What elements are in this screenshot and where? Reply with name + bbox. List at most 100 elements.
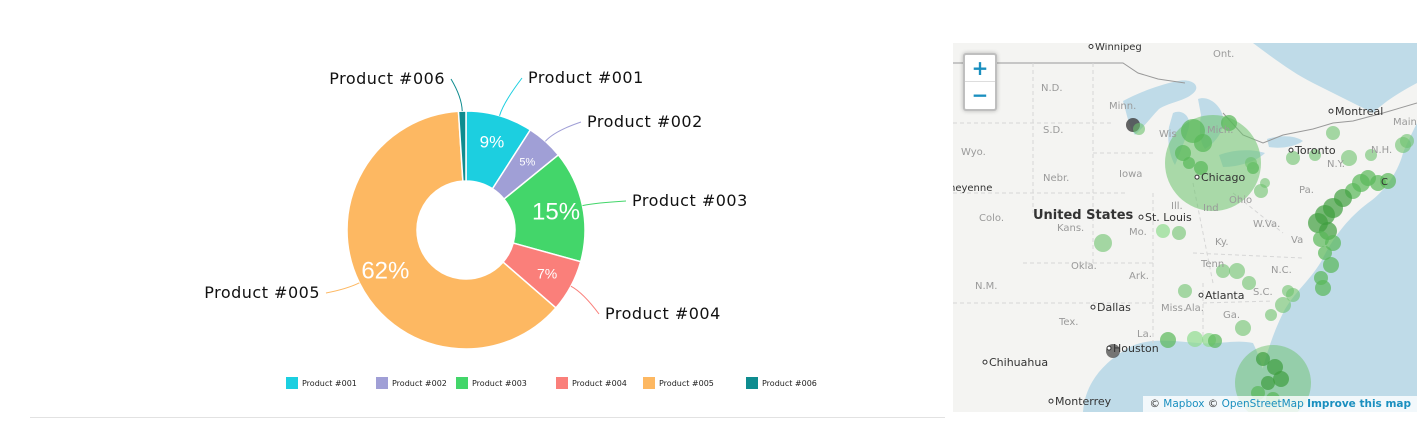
zoom-in-button[interactable]: + xyxy=(971,56,989,80)
map-place-label: Mich. xyxy=(1207,125,1233,136)
map-data-circle[interactable] xyxy=(1267,359,1283,375)
map-data-circle[interactable] xyxy=(1400,134,1414,148)
legend-swatch xyxy=(643,377,655,389)
openstreetmap-link[interactable]: OpenStreetMap xyxy=(1221,398,1304,410)
city-dot-icon xyxy=(1194,174,1200,180)
map-data-circle[interactable] xyxy=(1265,309,1277,321)
map-data-circle[interactable] xyxy=(1380,173,1396,189)
slice-percent-label: 9% xyxy=(480,133,505,152)
map-data-circle[interactable] xyxy=(1326,126,1340,140)
map-place-label: N.C. xyxy=(1271,265,1292,276)
donut-slice-5[interactable] xyxy=(346,110,557,350)
map-place-label: N.H. xyxy=(1371,145,1392,156)
map-canvas[interactable]: Winnipeg Ont. N.D. Minn. S.D. Wyo. Nebr. Iowa he… xyxy=(953,43,1417,412)
map-data-circle[interactable] xyxy=(1282,285,1294,297)
map-place-label: La. xyxy=(1137,329,1152,340)
map-place-label: Ont. xyxy=(1213,49,1234,60)
legend-item[interactable]: Product #005 xyxy=(643,376,714,390)
map-data-circle[interactable] xyxy=(1261,376,1275,390)
map-data-circle[interactable] xyxy=(1156,224,1170,238)
legend-swatch xyxy=(556,377,568,389)
city-dot-icon xyxy=(1090,304,1096,310)
map-data-circle[interactable] xyxy=(1172,226,1186,240)
map-place-label: N.D. xyxy=(1041,83,1063,94)
city-dot-icon xyxy=(1198,292,1204,298)
map-place-label: Chicago xyxy=(1201,171,1245,184)
map-data-circle[interactable] xyxy=(1273,371,1289,387)
map-data-circle[interactable] xyxy=(1365,149,1377,161)
donut-slice-6[interactable] xyxy=(457,110,467,182)
map-place-label: Houston xyxy=(1113,342,1159,355)
legend-swatch xyxy=(456,377,468,389)
legend-swatch xyxy=(376,377,388,389)
map-data-circle[interactable] xyxy=(1216,264,1230,278)
map-data-circle[interactable] xyxy=(1318,246,1332,260)
city-dot-icon xyxy=(1048,398,1054,404)
map-place-label: Wis xyxy=(1159,129,1177,140)
legend-item[interactable]: Product #002 xyxy=(376,376,447,390)
map-data-circle[interactable] xyxy=(1256,352,1270,366)
slice-category-label: Product #003 xyxy=(632,191,748,210)
slice-category-label: Product #002 xyxy=(587,112,703,131)
legend-item[interactable]: Product #001 xyxy=(286,376,357,390)
map-data-circle[interactable] xyxy=(1160,332,1176,348)
map-place-label: Montreal xyxy=(1335,105,1383,118)
map-data-circle[interactable] xyxy=(1325,235,1341,251)
legend-label: Product #001 xyxy=(302,378,357,388)
map-place-label: Ark. xyxy=(1129,271,1149,282)
map-data-circle[interactable] xyxy=(1194,134,1212,152)
city-dot-icon xyxy=(1088,44,1094,49)
map-data-circle[interactable] xyxy=(1242,276,1256,290)
map-place-label: Atlanta xyxy=(1205,289,1244,302)
map-place-label: Iowa xyxy=(1119,169,1142,180)
map-data-circle[interactable] xyxy=(1323,257,1339,273)
map-data-circle[interactable] xyxy=(1315,280,1331,296)
attribution-copyright-1: © xyxy=(1149,398,1160,410)
map-data-circle[interactable] xyxy=(1133,123,1145,135)
map-data-circle[interactable] xyxy=(1187,331,1203,347)
legend-item[interactable]: Product #003 xyxy=(456,376,527,390)
legend-item[interactable]: Product #004 xyxy=(556,376,627,390)
map-data-circle[interactable] xyxy=(1309,149,1321,161)
mapbox-link[interactable]: Mapbox xyxy=(1163,398,1205,410)
slice-percent-label: 62% xyxy=(361,257,409,284)
map-data-circle[interactable] xyxy=(1286,151,1300,165)
map-panel[interactable]: Winnipeg Ont. N.D. Minn. S.D. Wyo. Nebr. Iowa he… xyxy=(953,43,1417,412)
slice-leader-line xyxy=(582,200,627,207)
map-place-label: Miss. xyxy=(1161,303,1186,314)
map-place-label: Tenn xyxy=(1200,259,1224,270)
map-data-circle[interactable] xyxy=(1229,263,1245,279)
map-place-label: Ind xyxy=(1203,203,1219,214)
map-data-circle[interactable] xyxy=(1254,184,1268,198)
map-data-circle[interactable] xyxy=(1178,284,1192,298)
hudson-bay-water xyxy=(1253,43,1417,113)
map-data-circle[interactable] xyxy=(1208,334,1222,348)
map-data-circle[interactable] xyxy=(1245,157,1257,169)
slice-category-label: Product #005 xyxy=(204,283,320,302)
map-data-circle[interactable] xyxy=(1235,320,1251,336)
map-data-circle[interactable] xyxy=(1183,157,1195,169)
map-place-label: Ala. xyxy=(1185,303,1204,314)
improve-map-link[interactable]: Improve this map xyxy=(1307,398,1411,410)
map-data-circle[interactable] xyxy=(1275,297,1291,313)
map-data-circle[interactable] xyxy=(1341,150,1357,166)
map-place-label: St. Louis xyxy=(1145,211,1192,224)
zoom-out-button[interactable]: − xyxy=(965,81,995,108)
map-data-circle[interactable] xyxy=(1221,115,1237,131)
map-data-circle[interactable] xyxy=(1094,234,1112,252)
slice-percent-label: 7% xyxy=(537,265,557,281)
city-dot-icon xyxy=(1328,108,1334,114)
donut-slice-3[interactable] xyxy=(502,153,586,263)
map-place-label: Va xyxy=(1291,235,1303,246)
legend-item[interactable]: Product #006 xyxy=(746,376,817,390)
map-place-label: Mo. xyxy=(1129,227,1147,238)
map-place-label: Monterrey xyxy=(1055,395,1112,408)
legend-label: Product #002 xyxy=(392,378,447,388)
map-data-circle[interactable] xyxy=(1175,145,1191,161)
map-data-circle[interactable] xyxy=(1194,161,1208,175)
map-place-label: Chihuahua xyxy=(989,356,1048,369)
map-place-label: Tex. xyxy=(1058,317,1078,328)
legend-label: Product #004 xyxy=(572,378,627,388)
map-place-label: Toronto xyxy=(1294,144,1336,157)
slice-percent-label: 5% xyxy=(519,156,535,168)
